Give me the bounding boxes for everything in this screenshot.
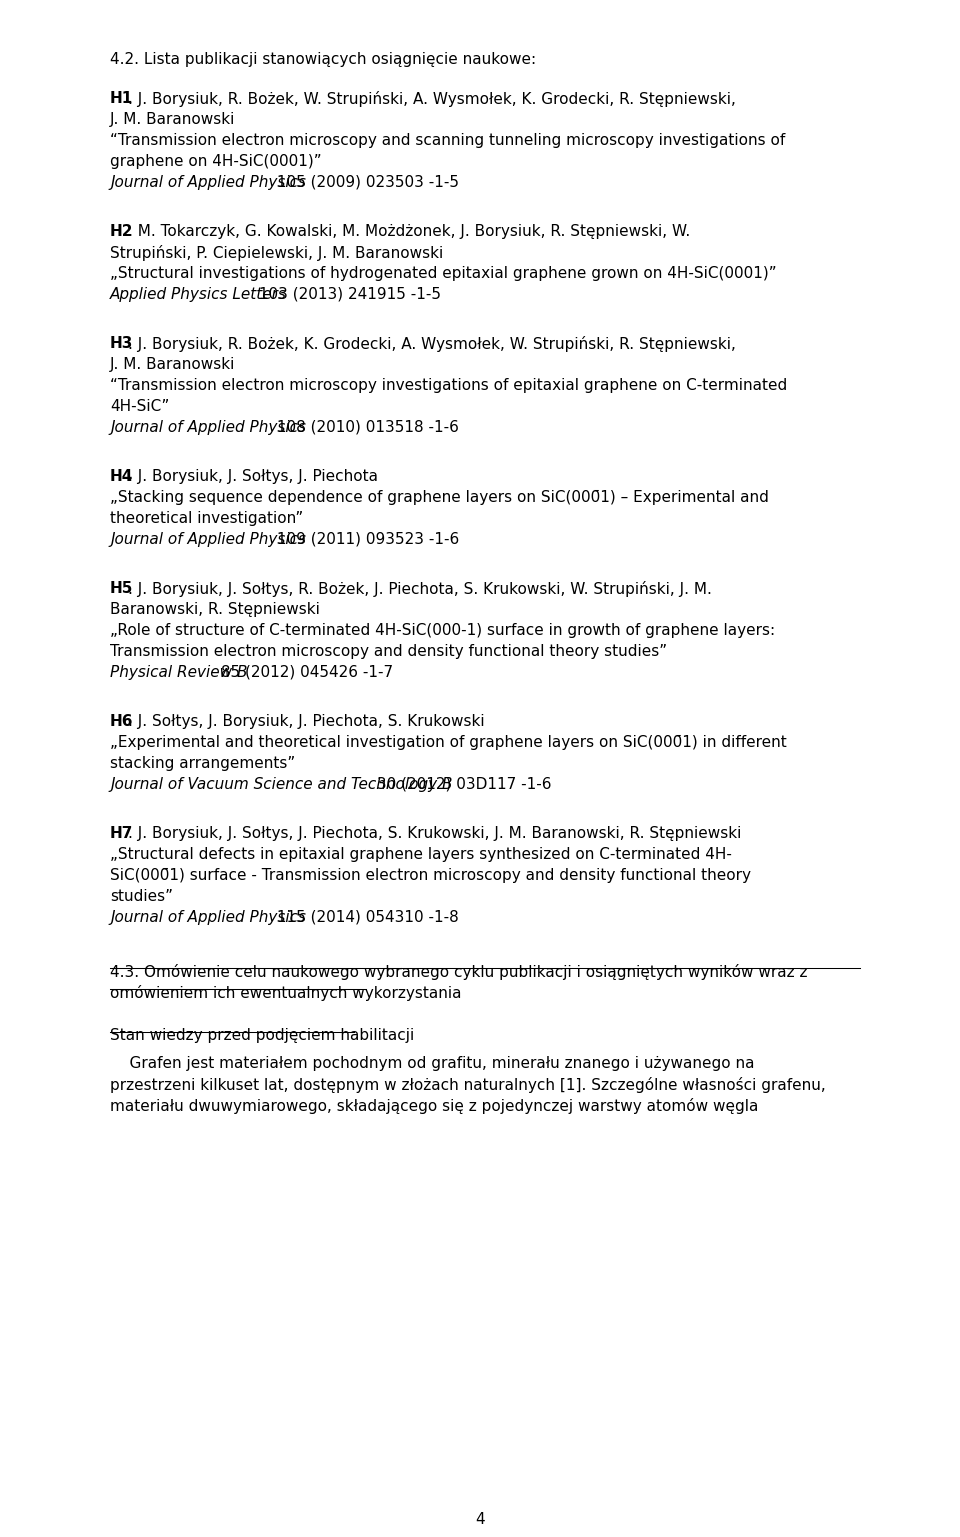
Text: . J. Borysiuk, J. Sołtys, J. Piechota: . J. Borysiuk, J. Sołtys, J. Piechota xyxy=(128,469,377,484)
Text: . J. Borysiuk, J. Sołtys, J. Piechota, S. Krukowski, J. M. Baranowski, R. Stępni: . J. Borysiuk, J. Sołtys, J. Piechota, S… xyxy=(128,825,741,841)
Text: H5: H5 xyxy=(110,581,133,596)
Text: H6: H6 xyxy=(110,713,133,729)
Text: 4.2. Lista publikacji stanowiących osiągnięcie naukowe:: 4.2. Lista publikacji stanowiących osiąg… xyxy=(110,52,536,68)
Text: . J. Borysiuk, R. Bożek, K. Grodecki, A. Wysmоłek, W. Strupiński, R. Stępniewski: . J. Borysiuk, R. Bożek, K. Grodecki, A.… xyxy=(128,337,735,352)
Text: „Role of structure of C-terminated 4H-SiC(000-1) surface in growth of graphene l: „Role of structure of C-terminated 4H-Si… xyxy=(110,622,775,638)
Text: H1: H1 xyxy=(110,91,133,106)
Text: H2: H2 xyxy=(110,224,133,238)
Text: J. M. Baranowski: J. M. Baranowski xyxy=(110,112,235,128)
Text: . M. Tokarczyk, G. Kowalski, M. Możdżonek, J. Borysiuk, R. Stępniewski, W.: . M. Tokarczyk, G. Kowalski, M. Możdżone… xyxy=(128,224,689,238)
Text: “Transmission electron microscopy investigations of epitaxial graphene on C-term: “Transmission electron microscopy invest… xyxy=(110,378,787,393)
Text: Stan wiedzy przed podjęciem habilitacji: Stan wiedzy przed podjęciem habilitacji xyxy=(110,1028,415,1042)
Text: 4.3. Omówienie celu naukowego wybranego cyklu publikacji i osiągniętych wyników : 4.3. Omówienie celu naukowego wybranego … xyxy=(110,964,807,981)
Text: Journal of Applied Physics: Journal of Applied Physics xyxy=(110,910,306,925)
Text: „Structural defects in epitaxial graphene layers synthesized on C-terminated 4H-: „Structural defects in epitaxial graphen… xyxy=(110,847,732,862)
Text: 85 (2012) 045426 -1-7: 85 (2012) 045426 -1-7 xyxy=(216,666,394,679)
Text: „Structural investigations of hydrogenated epitaxial graphene grown on 4H-SiC(00: „Structural investigations of hydrogenat… xyxy=(110,266,777,281)
Text: Transmission electron microscopy and density functional theory studies”: Transmission electron microscopy and den… xyxy=(110,644,667,659)
Text: 4: 4 xyxy=(475,1512,485,1528)
Text: omówieniem ich ewentualnych wykorzystania: omówieniem ich ewentualnych wykorzystani… xyxy=(110,985,462,1001)
Text: graphene on 4H-SiC(0001)”: graphene on 4H-SiC(0001)” xyxy=(110,154,322,169)
Text: Grafen jest materiałem pochodnym od grafitu, minerału znanego i używanego na: Grafen jest materiałem pochodnym od graf… xyxy=(110,1056,755,1071)
Text: 30 (2012) 03D117 -1-6: 30 (2012) 03D117 -1-6 xyxy=(372,776,552,792)
Text: „Experimental and theoretical investigation of graphene layers on SiC(000̄1) in : „Experimental and theoretical investigat… xyxy=(110,735,787,750)
Text: studies”: studies” xyxy=(110,888,173,904)
Text: Physical Review B: Physical Review B xyxy=(110,666,248,679)
Text: Strupiński, P. Ciepielewski, J. M. Baranowski: Strupiński, P. Ciepielewski, J. M. Baran… xyxy=(110,244,444,261)
Text: Baranowski, R. Stępniewski: Baranowski, R. Stępniewski xyxy=(110,603,320,616)
Text: Journal of Applied Physics: Journal of Applied Physics xyxy=(110,420,306,435)
Text: H3: H3 xyxy=(110,337,133,350)
Text: Journal of Applied Physics: Journal of Applied Physics xyxy=(110,532,306,547)
Text: “Transmission electron microscopy and scanning tunneling microscopy investigatio: “Transmission electron microscopy and sc… xyxy=(110,132,785,148)
Text: 4H-SiC”: 4H-SiC” xyxy=(110,398,169,413)
Text: stacking arrangements”: stacking arrangements” xyxy=(110,756,296,772)
Text: 115 (2014) 054310 -1-8: 115 (2014) 054310 -1-8 xyxy=(273,910,459,925)
Text: materiału dwuwymiarowego, składającego się z pojedynczej warstwy atomów węgla: materiału dwuwymiarowego, składającego s… xyxy=(110,1099,758,1114)
Text: 105 (2009) 023503 -1-5: 105 (2009) 023503 -1-5 xyxy=(273,175,460,191)
Text: 108 (2010) 013518 -1-6: 108 (2010) 013518 -1-6 xyxy=(273,420,460,435)
Text: przestrzeni kilkuset lat, dostępnym w złożach naturalnych [1]. Szczególne własno: przestrzeni kilkuset lat, dostępnym w zł… xyxy=(110,1077,826,1093)
Text: Journal of Vacuum Science and Technology B: Journal of Vacuum Science and Technology… xyxy=(110,776,452,792)
Text: H4: H4 xyxy=(110,469,133,484)
Text: 109 (2011) 093523 -1-6: 109 (2011) 093523 -1-6 xyxy=(273,532,460,547)
Text: H7: H7 xyxy=(110,825,133,841)
Text: Applied Physics Letters: Applied Physics Letters xyxy=(110,287,287,301)
Text: . J. Borysiuk, J. Sołtys, R. Bożek, J. Piechota, S. Krukowski, W. Strupiński, J.: . J. Borysiuk, J. Sołtys, R. Bożek, J. P… xyxy=(128,581,711,596)
Text: „Stacking sequence dependence of graphene layers on SiC(000̄1) – Experimental an: „Stacking sequence dependence of graphen… xyxy=(110,490,769,504)
Text: J. M. Baranowski: J. M. Baranowski xyxy=(110,357,235,372)
Text: SiC(000̄1) surface - Transmission electron microscopy and density functional the: SiC(000̄1) surface - Transmission electr… xyxy=(110,868,751,882)
Text: . J. Borysiuk, R. Bożek, W. Strupiński, A. Wysmоłek, K. Grodecki, R. Stępniewski: . J. Borysiuk, R. Bożek, W. Strupiński, … xyxy=(128,91,735,108)
Text: Journal of Applied Physics: Journal of Applied Physics xyxy=(110,175,306,191)
Text: theoretical investigation”: theoretical investigation” xyxy=(110,510,303,526)
Text: . J. Sołtys, J. Borysiuk, J. Piechota, S. Krukowski: . J. Sołtys, J. Borysiuk, J. Piechota, S… xyxy=(128,713,484,729)
Text: 103 (2013) 241915 -1-5: 103 (2013) 241915 -1-5 xyxy=(253,287,441,301)
